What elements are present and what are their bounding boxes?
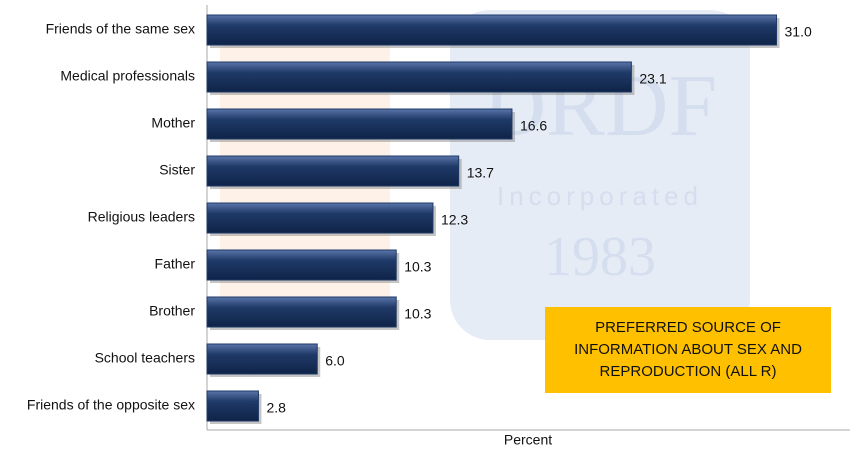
value-label: 6.0 — [325, 353, 345, 369]
value-label: 31.0 — [785, 24, 812, 40]
annotation: PREFERRED SOURCE OF INFORMATION ABOUT SEX… — [545, 307, 831, 393]
annotation-text: REPRODUCTION (ALL R) — [600, 363, 777, 380]
y-tick-label: Sister — [159, 162, 195, 178]
y-tick-label: School teachers — [95, 350, 195, 366]
value-label: 23.1 — [639, 71, 666, 87]
bar — [206, 155, 460, 187]
value-label: 10.3 — [404, 306, 431, 322]
y-tick-label: Medical professionals — [60, 68, 195, 84]
value-label: 10.3 — [404, 259, 431, 275]
annotation-box — [545, 307, 831, 393]
annotation-text: INFORMATION ABOUT SEX AND — [574, 341, 802, 358]
y-tick-label: Brother — [149, 303, 195, 319]
bar — [206, 202, 434, 234]
bar — [206, 14, 778, 46]
bar — [206, 343, 318, 375]
bar — [206, 61, 632, 93]
y-tick-label: Father — [155, 256, 196, 272]
bar — [206, 390, 259, 422]
bar — [206, 296, 397, 328]
y-tick-label: Mother — [151, 115, 195, 131]
bar — [206, 249, 397, 281]
value-label: 12.3 — [441, 212, 468, 228]
x-axis-label: Percent — [504, 432, 552, 448]
watermark-text: Incorporated — [497, 181, 703, 211]
y-tick-label: Friends of the same sex — [46, 21, 195, 37]
bar — [206, 108, 513, 140]
value-label: 2.8 — [266, 400, 286, 416]
watermark-text: 1983 — [544, 226, 656, 288]
value-label: 13.7 — [467, 165, 494, 181]
annotation-text: PREFERRED SOURCE OF — [595, 319, 781, 336]
y-tick-label: Religious leaders — [88, 209, 195, 225]
value-label: 16.6 — [520, 118, 547, 134]
y-tick-label: Friends of the opposite sex — [27, 397, 195, 413]
